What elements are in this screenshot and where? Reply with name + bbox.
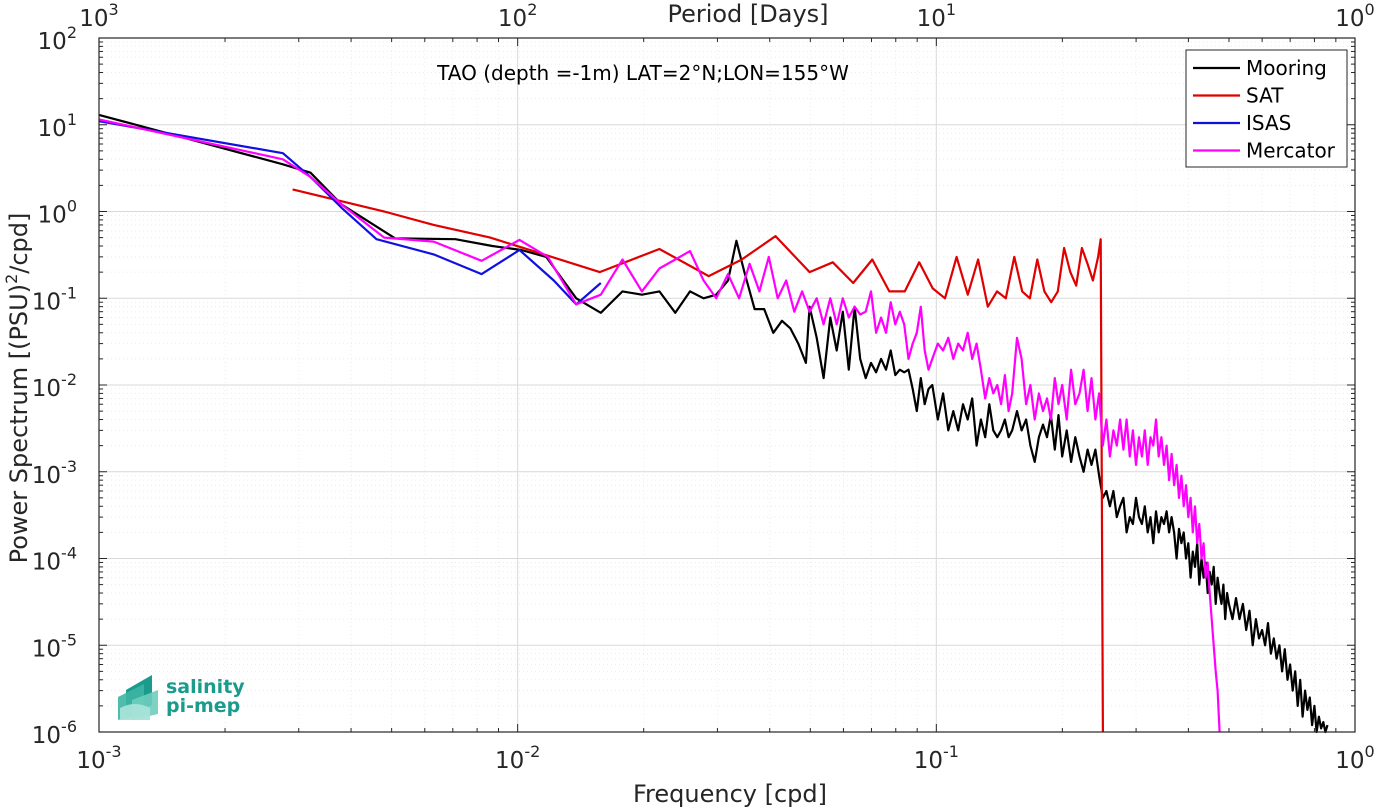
y-tick-label-exponent: -4 <box>61 544 77 563</box>
y-tick-label-exponent: -6 <box>61 717 77 736</box>
x-axis-title: Frequency [cpd] <box>633 780 827 808</box>
y-tick-label: 10-4 <box>32 544 77 576</box>
y-tick-label-base: 10 <box>32 463 61 489</box>
x-tick-label: 10-3 <box>76 742 121 774</box>
y-tick-label-base: 10 <box>38 203 67 229</box>
y-tick-label-exponent: 0 <box>67 197 77 216</box>
series-isas-line <box>98 120 602 306</box>
y-tick-label: 10-3 <box>32 457 77 489</box>
y-tick-label-exponent: 1 <box>67 110 77 129</box>
top-tick-label: 100 <box>1335 0 1374 32</box>
legend-label-sat: SAT <box>1246 84 1284 108</box>
legend-label-mercator: Mercator <box>1246 139 1336 163</box>
series-mercator-line <box>98 118 1221 733</box>
x-tick-label-exponent: -2 <box>524 742 540 761</box>
x-tick-label: 10-1 <box>914 742 959 774</box>
y-axis-title-tail: /cpd] <box>5 213 33 274</box>
x-tick-label-exponent: 0 <box>1365 742 1375 761</box>
y-tick-label: 10-2 <box>32 370 77 402</box>
top-axis-title: Period [Days] <box>667 0 828 28</box>
chart-title: TAO (depth =-1m) LAT=2°N;LON=155°W <box>436 61 849 85</box>
y-tick-label-base: 10 <box>38 116 67 142</box>
y-tick-label-base: 10 <box>32 376 61 402</box>
y-tick-label-base: 10 <box>32 636 61 662</box>
series-mooring-line <box>98 113 1329 734</box>
top-tick-label-exponent: 1 <box>946 0 956 19</box>
x-tick-label-base: 10 <box>914 748 943 774</box>
top-tick-label: 103 <box>79 0 118 32</box>
y-tick-label-exponent: -1 <box>61 283 77 302</box>
y-tick-label-exponent: -3 <box>61 457 77 476</box>
y-tick-label-exponent: -5 <box>61 630 77 649</box>
top-tick-label: 102 <box>498 0 537 32</box>
x-tick-label-exponent: -1 <box>943 742 959 761</box>
legend: Mooring SAT ISAS Mercator <box>1185 49 1348 168</box>
x-tick-label: 100 <box>1335 742 1374 774</box>
x-tick-label: 10-2 <box>495 742 540 774</box>
y-tick-label: 10-1 <box>32 283 77 315</box>
y-axis-title: Power Spectrum [(PSU)2/cpd] <box>2 213 33 564</box>
salinity-pi-mep-logo: salinity pi-mep <box>118 675 245 720</box>
y-tick-label-exponent: 2 <box>67 23 77 42</box>
y-tick-label-base: 10 <box>32 550 61 576</box>
top-tick-label-exponent: 3 <box>109 0 119 19</box>
grid <box>98 38 1355 733</box>
y-axis-title-superscript: 2 <box>2 274 21 284</box>
series-lines <box>98 113 1329 734</box>
x-tick-label-base: 10 <box>76 748 105 774</box>
top-tick-label-exponent: 0 <box>1365 0 1375 19</box>
top-tick-label-base: 10 <box>498 6 527 32</box>
legend-box <box>1185 49 1348 168</box>
y-tick-label: 102 <box>38 23 77 55</box>
top-tick-label-base: 10 <box>1335 6 1364 32</box>
axis-ticks <box>99 38 1355 732</box>
top-tick-label: 101 <box>917 0 956 32</box>
y-tick-label: 100 <box>38 197 77 229</box>
y-tick-label-base: 10 <box>38 29 67 55</box>
x-tick-label-base: 10 <box>495 748 524 774</box>
y-tick-label: 101 <box>38 110 77 142</box>
x-tick-label-base: 10 <box>1335 748 1364 774</box>
legend-label-mooring: Mooring <box>1246 56 1327 80</box>
top-tick-label-base: 10 <box>79 6 108 32</box>
x-tick-label-exponent: -3 <box>106 742 122 761</box>
y-tick-label: 10-6 <box>32 717 77 749</box>
legend-label-isas: ISAS <box>1246 111 1291 135</box>
logo-waves-icon <box>118 675 158 720</box>
y-tick-label-base: 10 <box>32 289 61 315</box>
top-tick-label-exponent: 2 <box>527 0 537 19</box>
y-tick-label-base: 10 <box>32 723 61 749</box>
y-axis-title-main: Power Spectrum [(PSU) <box>5 284 33 563</box>
series-sat-line <box>292 188 1104 733</box>
logo-line-2: pi-mep <box>166 695 240 717</box>
y-tick-label: 10-5 <box>32 630 77 662</box>
logo-line-1: salinity <box>166 676 245 698</box>
y-tick-label-exponent: -2 <box>61 370 77 389</box>
top-tick-label-base: 10 <box>917 6 946 32</box>
